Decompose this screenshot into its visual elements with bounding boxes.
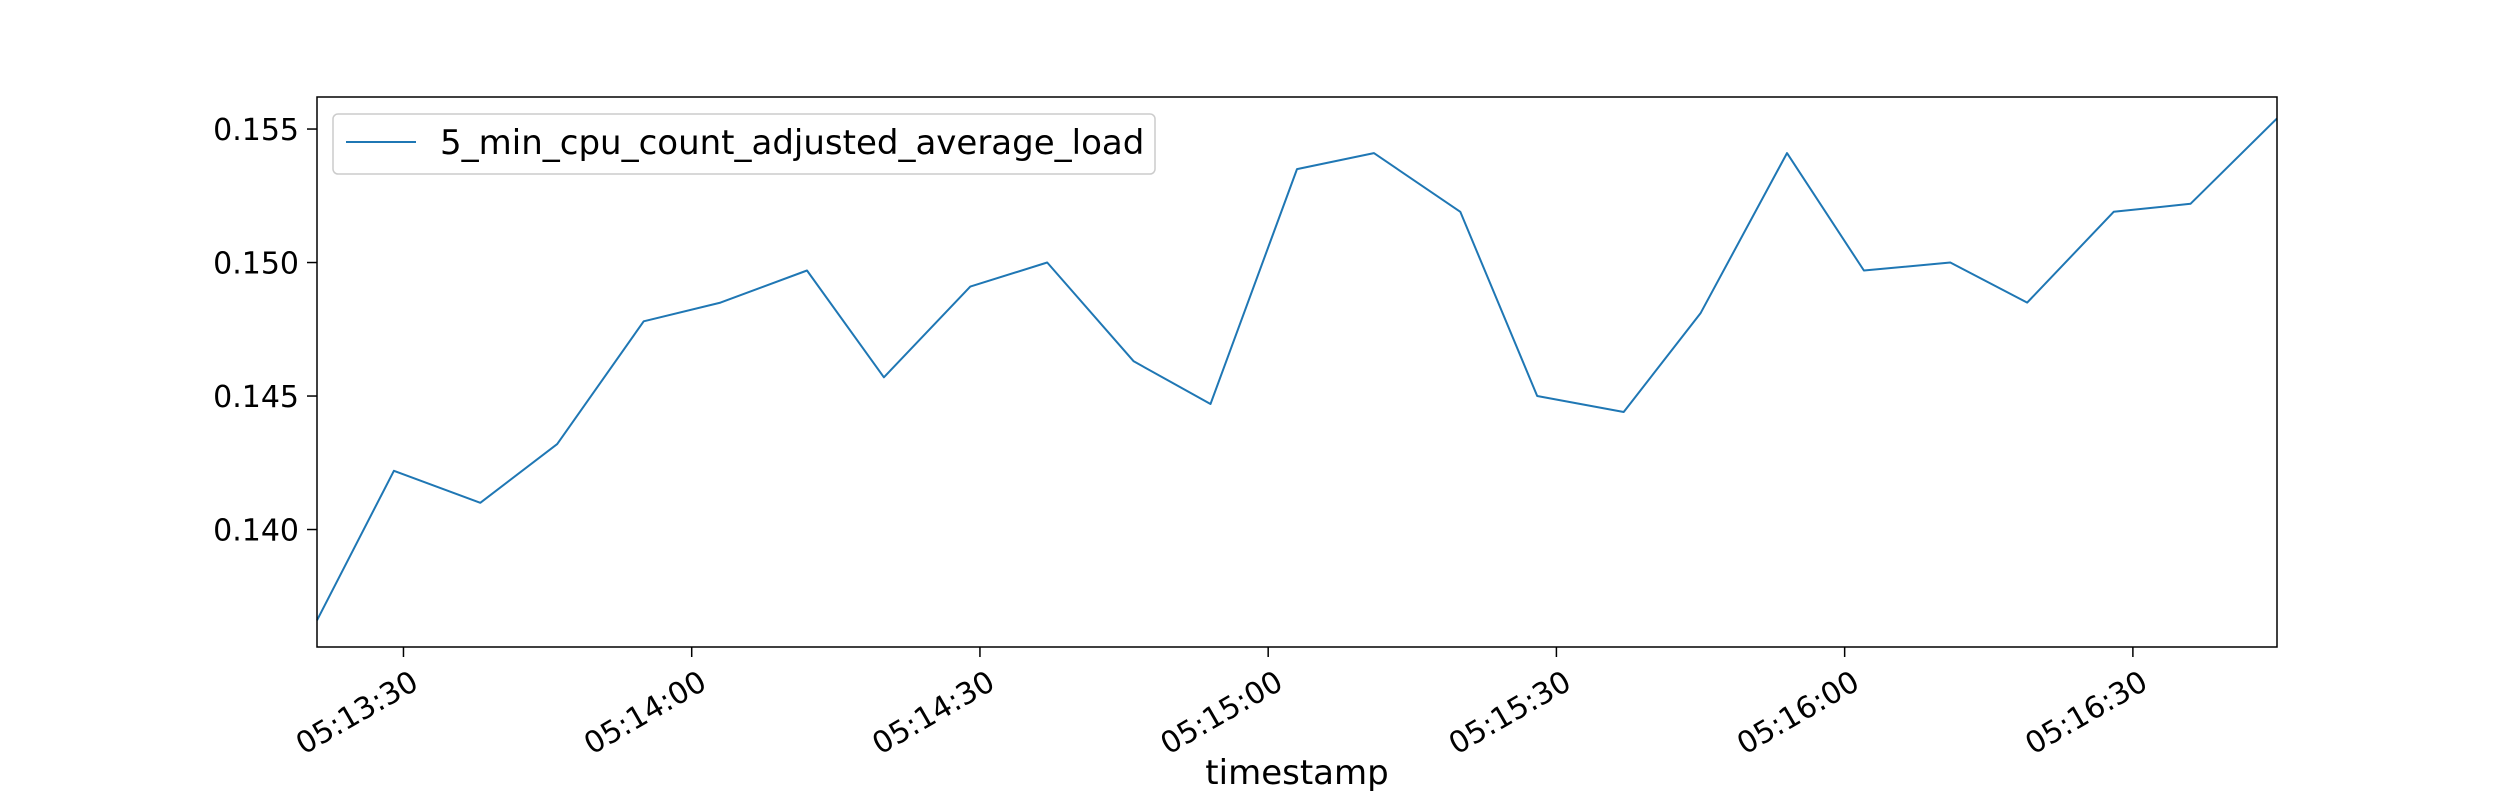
y-tick-label: 0.150 — [213, 247, 299, 282]
legend: 5_min_cpu_count_adjusted_average_load — [332, 113, 1156, 175]
y-axis: 0.140 0.145 0.150 0.155 — [213, 113, 317, 549]
x-tick-label: 05:15:30 — [1443, 664, 1577, 762]
x-tick-label: 05:14:00 — [578, 664, 712, 762]
x-tick-label: 05:16:30 — [2019, 664, 2153, 762]
x-tick-label: 05:16:00 — [1731, 664, 1865, 762]
x-tick-label: 05:13:30 — [290, 664, 424, 762]
x-tick-label: 05:15:00 — [1155, 664, 1289, 762]
series-line-0 — [316, 117, 2278, 621]
plot-area-frame — [316, 96, 2278, 648]
legend-label: 5_min_cpu_count_adjusted_average_load — [440, 123, 1144, 163]
x-axis: 05:13:30 05:14:00 05:14:30 05:15:00 05:15:30… — [290, 647, 2154, 762]
legend-box — [332, 113, 1156, 175]
x-axis-title: timestamp — [1205, 753, 1388, 793]
y-tick-label: 0.145 — [213, 380, 299, 415]
x-tick-label: 05:14:30 — [867, 664, 1001, 762]
y-tick-label: 0.155 — [213, 113, 299, 148]
series-layer — [316, 117, 2278, 621]
y-tick-label: 0.140 — [213, 514, 299, 549]
